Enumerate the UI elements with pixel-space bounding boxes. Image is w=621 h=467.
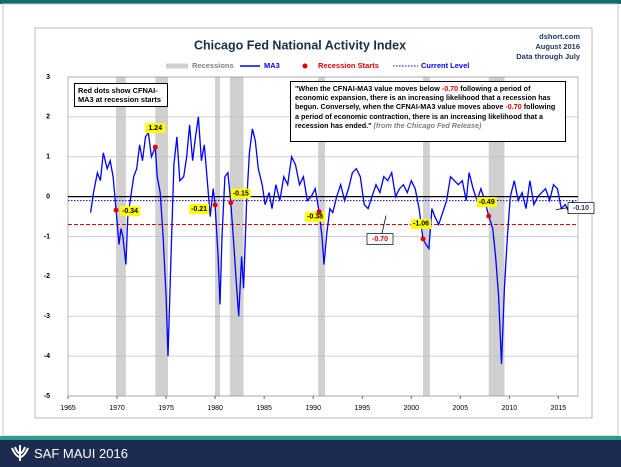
y-tick-label: -2 xyxy=(44,273,50,280)
legend-swatch xyxy=(302,63,308,69)
legend-label: Recessions xyxy=(192,61,234,70)
x-tick-label: 2010 xyxy=(502,405,518,412)
y-tick-label: -4 xyxy=(44,353,50,360)
source-line: August 2016 xyxy=(535,42,580,51)
value-label: -1.06 xyxy=(413,221,429,228)
x-tick-label: 1995 xyxy=(354,405,370,412)
logo xyxy=(11,445,29,461)
legend-label: Recession Starts xyxy=(318,61,379,70)
x-tick-label: 1980 xyxy=(207,405,223,412)
recession-start-dot xyxy=(420,236,426,242)
quote-text: following a period of economic expansion… xyxy=(295,84,551,112)
y-tick-label: -5 xyxy=(44,393,50,400)
quote-text: following a period of economic contracti… xyxy=(295,102,556,130)
value-label: -0.15 xyxy=(233,190,249,197)
y-tick-label: 3 xyxy=(46,74,50,81)
recession-start-dot xyxy=(113,207,119,213)
legend-label: Current Level xyxy=(421,61,469,70)
legend-swatch xyxy=(166,63,188,69)
x-tick-label: 2000 xyxy=(403,405,419,412)
note-box: Red dots show CFNAI-MA3 at recession sta… xyxy=(74,83,168,107)
value-label-box xyxy=(189,203,210,214)
x-tick-label: 1965 xyxy=(60,405,76,412)
note: Red dots show CFNAI-MA3 at recession sta… xyxy=(78,86,161,105)
quote-source: (from the Chicago Fed Release) xyxy=(373,120,482,130)
value-label-box xyxy=(230,188,251,199)
x-tick-label: 2005 xyxy=(453,405,469,412)
chart-title: Chicago Fed National Activity Index xyxy=(194,38,406,52)
callout-arrow xyxy=(381,215,387,234)
y-tick-label: -1 xyxy=(44,233,50,240)
y-tick-label: 2 xyxy=(46,114,50,121)
quote-threshold: -0.70 xyxy=(505,102,522,112)
top-bar xyxy=(0,0,621,4)
threshold-label: -0.70 xyxy=(372,236,388,243)
value-label-box xyxy=(476,197,497,208)
value-label: -0.38 xyxy=(307,214,323,221)
recession-start-dot xyxy=(228,200,234,206)
callout-box xyxy=(366,233,394,245)
recession-start-dot xyxy=(486,213,492,219)
current-level-label: -0.10 xyxy=(573,205,589,212)
value-label-box xyxy=(145,123,166,134)
footer: SAF MAUI 2016 xyxy=(0,440,621,467)
source-line: dshort.com xyxy=(539,32,580,41)
y-tick-label: -3 xyxy=(44,313,50,320)
source-line: Data through July xyxy=(516,52,581,61)
callout-arrow xyxy=(555,207,569,211)
value-label: -0.34 xyxy=(122,208,138,215)
value-label-box xyxy=(120,206,141,217)
value-label: 1.24 xyxy=(148,125,162,132)
quote-threshold: -0.70 xyxy=(441,84,459,93)
value-label: -0.49 xyxy=(479,199,495,206)
plot-border xyxy=(67,76,579,397)
quote-box: "When the CFNAI-MA3 value moves below -0… xyxy=(290,81,566,142)
x-tick-label: 2015 xyxy=(551,405,567,412)
x-tick-label: 1990 xyxy=(305,405,321,412)
plot: -5 -4 -3 -2 -1 0 1 2 3 1965 1970 1975 1980 1985 1990 19… xyxy=(44,61,595,412)
y-tick-label: 0 xyxy=(46,193,50,200)
x-tick-label: 1985 xyxy=(256,405,272,412)
footer-stripe xyxy=(0,436,621,440)
footer-text: SAF MAUI 2016 xyxy=(34,446,128,461)
recession-start-dot xyxy=(152,144,158,150)
recession-start-dot xyxy=(212,202,218,208)
callout-box xyxy=(567,202,595,214)
x-tick-label: 1975 xyxy=(158,405,174,412)
legend-label: MA3 xyxy=(264,61,280,70)
value-label-box xyxy=(305,211,326,222)
value-label: -0.21 xyxy=(191,206,207,213)
recession-start-dot xyxy=(316,209,322,215)
y-tick-label: 1 xyxy=(46,154,50,161)
x-tick-label: 1970 xyxy=(109,405,125,412)
quote-text: "When the CFNAI-MA3 value moves below xyxy=(295,84,440,93)
value-label-box xyxy=(411,218,432,229)
